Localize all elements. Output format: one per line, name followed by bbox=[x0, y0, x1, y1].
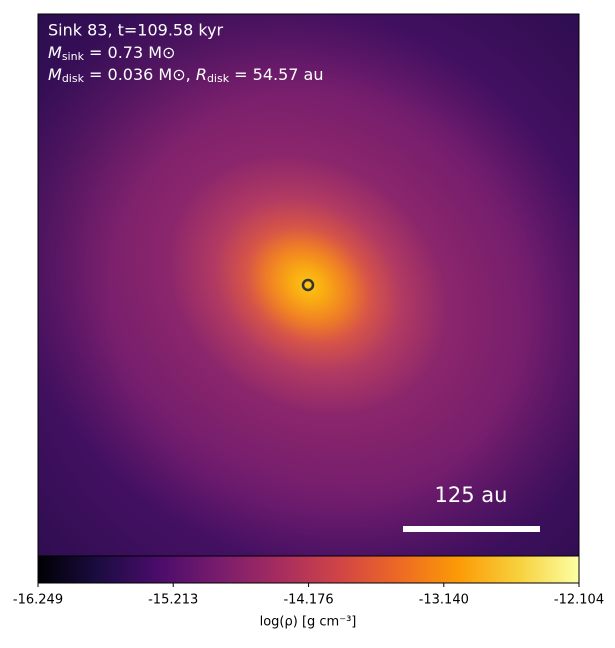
annotation: Msink = 0.73 M⊙ bbox=[48, 43, 175, 64]
symbol: R bbox=[196, 65, 207, 84]
scale-bar-label: 125 au bbox=[435, 483, 508, 507]
symbol: M bbox=[48, 43, 62, 62]
colorbar-label: log(ρ) [g cm⁻³] bbox=[260, 615, 357, 630]
scale-bar bbox=[403, 526, 540, 532]
density-map-shade bbox=[38, 14, 579, 556]
subscript: disk bbox=[207, 72, 230, 85]
subscript: disk bbox=[62, 72, 85, 85]
annotation-text: = 0.036 M⊙, bbox=[84, 65, 196, 84]
colorbar bbox=[37, 555, 580, 584]
annotation: Mdisk = 0.036 M⊙, Rdisk = 54.57 au bbox=[48, 65, 324, 86]
colorbar-tick-label: -15.213 bbox=[148, 593, 198, 608]
colorbar-tick-label: -13.140 bbox=[419, 593, 469, 608]
colorbar-tick-label: -14.176 bbox=[283, 593, 333, 608]
colorbar-tick-label: -12.104 bbox=[554, 593, 604, 608]
colorbar-tick-label: -16.249 bbox=[13, 593, 63, 608]
annotation-text: = 54.57 au bbox=[229, 65, 323, 84]
subscript: sink bbox=[62, 50, 85, 63]
annotation: Sink 83, t=109.58 kyr bbox=[48, 21, 224, 40]
symbol: M bbox=[48, 65, 62, 84]
annotation-text: = 0.73 M⊙ bbox=[84, 43, 176, 62]
sink-marker bbox=[301, 278, 315, 292]
